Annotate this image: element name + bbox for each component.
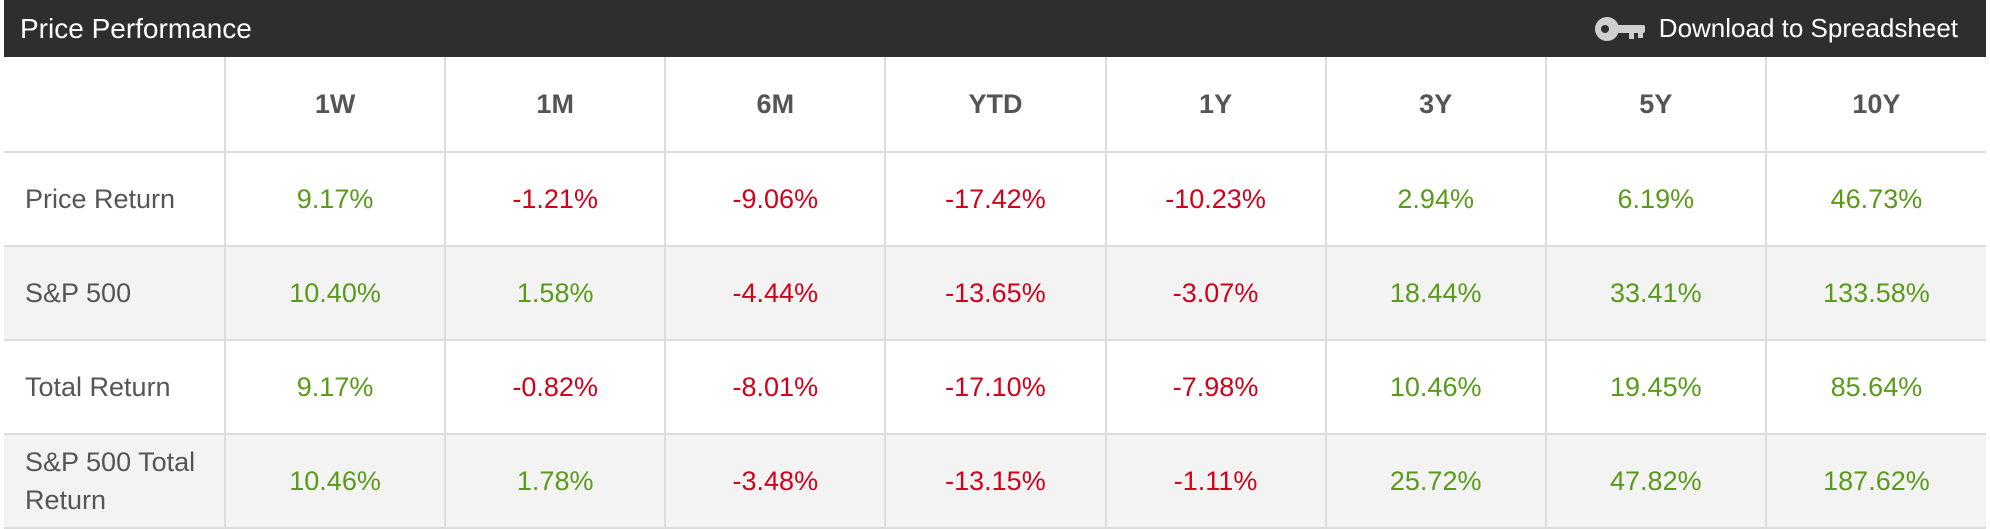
row-label: S&P 500 Total Return: [4, 434, 226, 529]
return-cell: -9.06%: [665, 152, 887, 247]
return-cell: -4.44%: [665, 246, 887, 341]
return-cell: 25.72%: [1325, 434, 1547, 529]
return-cell: -13.65%: [885, 246, 1107, 341]
return-cell: -3.07%: [1105, 246, 1327, 341]
return-cell: 10.46%: [225, 434, 447, 529]
return-cell: 47.82%: [1545, 434, 1767, 529]
header-cell-empty: [4, 57, 226, 153]
return-cell: -1.21%: [445, 152, 667, 247]
key-icon: [1593, 15, 1647, 43]
table-row: S&P 500 Total Return 10.46% 1.78% -3.48% -13…: [4, 434, 1986, 529]
column-header-1m: 1M: [445, 57, 667, 153]
return-cell: -3.48%: [665, 434, 887, 529]
return-cell: 10.46%: [1325, 340, 1547, 435]
return-cell: -1.11%: [1105, 434, 1327, 529]
return-cell: 6.19%: [1545, 152, 1767, 247]
return-cell: -7.98%: [1105, 340, 1327, 435]
return-cell: 85.64%: [1765, 340, 1986, 435]
return-cell: -8.01%: [665, 340, 887, 435]
return-cell: 18.44%: [1325, 246, 1547, 341]
return-cell: -0.82%: [445, 340, 667, 435]
return-cell: -17.10%: [885, 340, 1107, 435]
return-cell: 1.58%: [445, 246, 667, 341]
table-header-row: 1W 1M 6M YTD 1Y 3Y 5Y 10Y: [4, 57, 1986, 153]
column-header-1w: 1W: [225, 57, 447, 153]
table-row: Price Return 9.17% -1.21% -9.06% -17.42% -10.…: [4, 152, 1986, 247]
download-label: Download to Spreadsheet: [1658, 13, 1958, 43]
column-header-ytd: YTD: [885, 57, 1107, 153]
performance-table: 1W 1M 6M YTD 1Y 3Y 5Y 10Y Price Return 9.17% -1.2…: [4, 57, 1986, 529]
column-header-3y: 3Y: [1325, 57, 1547, 153]
return-cell: 2.94%: [1325, 152, 1547, 247]
return-cell: 19.45%: [1545, 340, 1767, 435]
column-header-6m: 6M: [665, 57, 887, 153]
return-cell: 9.17%: [225, 152, 447, 247]
price-performance-widget: Price Performance Download to Spreadshee…: [4, 0, 1986, 529]
return-cell: 33.41%: [1545, 246, 1767, 341]
download-spreadsheet-button[interactable]: Download to Spreadsheet: [1593, 13, 1958, 44]
return-cell: 133.58%: [1765, 246, 1986, 341]
return-cell: -17.42%: [885, 152, 1107, 247]
row-label: Total Return: [4, 340, 226, 435]
return-cell: 1.78%: [445, 434, 667, 529]
widget-header: Price Performance Download to Spreadshee…: [4, 0, 1986, 57]
return-cell: 10.40%: [225, 246, 447, 341]
table-row: Total Return 9.17% -0.82% -8.01% -17.10% -7.9…: [4, 340, 1986, 435]
row-label: S&P 500: [4, 246, 226, 341]
widget-title: Price Performance: [20, 12, 252, 44]
return-cell: 46.73%: [1765, 152, 1986, 247]
return-cell: 9.17%: [225, 340, 447, 435]
column-header-5y: 5Y: [1545, 57, 1767, 153]
column-header-1y: 1Y: [1105, 57, 1327, 153]
row-label: Price Return: [4, 152, 226, 247]
return-cell: -10.23%: [1105, 152, 1327, 247]
return-cell: 187.62%: [1765, 434, 1986, 529]
column-header-10y: 10Y: [1765, 57, 1986, 153]
table-body: Price Return 9.17% -1.21% -9.06% -17.42% -10.…: [4, 152, 1986, 529]
table-row: S&P 500 10.40% 1.58% -4.44% -13.65% -3.07% 18.…: [4, 246, 1986, 341]
return-cell: -13.15%: [885, 434, 1107, 529]
